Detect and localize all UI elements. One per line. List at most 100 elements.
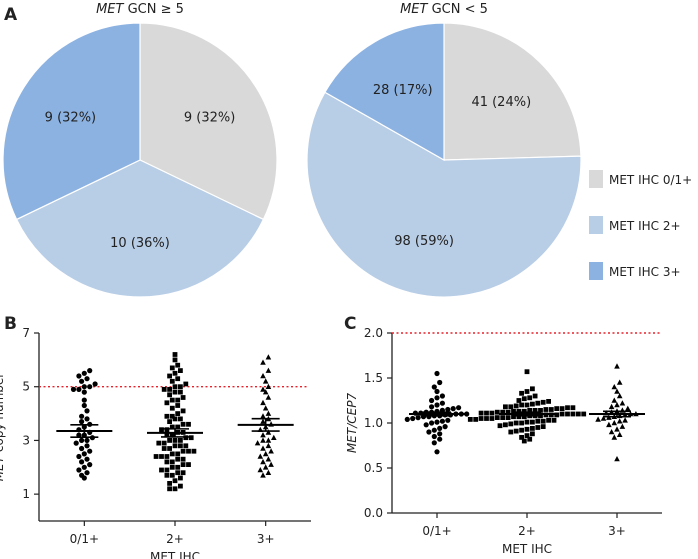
data-point-3 bbox=[614, 426, 620, 432]
data-point-2 bbox=[538, 408, 543, 413]
data-point-2 bbox=[175, 456, 181, 462]
data-point-2 bbox=[191, 448, 197, 454]
scatter-chart-met-copy-number: 1 3 5 7 0/1+ 2+ 3+ MET IHC MET copy number bbox=[0, 326, 311, 559]
data-point-0-1 bbox=[431, 440, 437, 446]
data-point-2 bbox=[489, 410, 495, 416]
data-point-3 bbox=[619, 400, 626, 406]
data-point-0-1 bbox=[81, 451, 87, 457]
data-point-2 bbox=[516, 414, 522, 420]
data-point-3 bbox=[265, 367, 272, 373]
pie-slice-met-ihc-0-1 bbox=[139, 22, 278, 221]
data-point-2 bbox=[535, 425, 541, 430]
data-point-3 bbox=[614, 363, 620, 369]
data-point-2 bbox=[548, 407, 554, 412]
data-point-3 bbox=[265, 429, 272, 435]
data-point-2 bbox=[175, 362, 181, 368]
x-tick-label-0-1: 0/1+ bbox=[70, 532, 99, 546]
x-tick-label-0-1: 0/1+ bbox=[422, 524, 451, 538]
data-point-2 bbox=[508, 421, 514, 427]
panel-label-c: C bbox=[344, 314, 356, 334]
data-point-2 bbox=[575, 411, 581, 417]
data-point-0-1 bbox=[437, 379, 443, 386]
pie-slice-met-ihc-2 bbox=[15, 159, 265, 298]
data-point-0-1 bbox=[429, 420, 435, 426]
data-point-2 bbox=[164, 400, 170, 406]
data-point-0-1 bbox=[439, 418, 445, 424]
pie-legend: MET IHC 0/1+ MET IHC 2+ MET IHC 3+ bbox=[589, 170, 692, 280]
data-point-2 bbox=[508, 429, 514, 435]
data-point-2 bbox=[524, 402, 530, 408]
data-point-2 bbox=[511, 408, 516, 414]
data-point-2 bbox=[169, 413, 175, 419]
data-point-3 bbox=[260, 458, 266, 465]
data-point-2 bbox=[175, 403, 181, 408]
y-axis-title: MET/CEP7 bbox=[345, 393, 359, 454]
legend-label-met-ihc-2: MET IHC 2+ bbox=[609, 219, 681, 233]
data-point-2 bbox=[169, 464, 175, 470]
data-point-0-1 bbox=[84, 443, 90, 449]
data-point-2 bbox=[546, 399, 551, 404]
data-point-2 bbox=[530, 386, 535, 392]
data-point-2 bbox=[178, 389, 183, 395]
data-point-3 bbox=[268, 461, 274, 467]
data-point-2 bbox=[159, 467, 164, 473]
data-point-2 bbox=[524, 426, 530, 432]
data-point-2 bbox=[535, 400, 541, 406]
data-point-2 bbox=[159, 454, 164, 459]
data-point-0-1 bbox=[434, 370, 440, 377]
data-point-2 bbox=[175, 470, 181, 476]
data-point-2 bbox=[543, 407, 549, 412]
data-point-3 bbox=[608, 403, 615, 410]
data-point-3 bbox=[611, 420, 618, 426]
data-point-0-1 bbox=[434, 449, 440, 455]
data-point-0-1 bbox=[431, 433, 437, 440]
data-point-0-1 bbox=[431, 384, 437, 390]
data-point-2 bbox=[172, 384, 178, 390]
x-axis-title: MET IHC bbox=[150, 550, 200, 559]
legend-swatch-met-ihc-0-1 bbox=[589, 170, 603, 188]
data-point-0-1 bbox=[79, 419, 85, 425]
y-axis-title-italic: MET bbox=[0, 454, 6, 481]
y-axis-title: MET copy number bbox=[0, 373, 6, 481]
data-point-0-1 bbox=[434, 388, 440, 395]
data-point-2 bbox=[164, 459, 170, 465]
data-point-0-1 bbox=[434, 395, 440, 401]
data-point-2 bbox=[519, 435, 524, 440]
data-point-2 bbox=[527, 408, 533, 413]
data-point-3 bbox=[260, 373, 266, 379]
legend-swatch-met-ihc-2 bbox=[589, 216, 603, 234]
data-point-2 bbox=[521, 438, 527, 444]
y-axis-title-text: copy number bbox=[0, 373, 6, 456]
data-point-2 bbox=[467, 417, 473, 422]
data-point-3 bbox=[611, 384, 618, 390]
data-point-2 bbox=[519, 390, 524, 396]
data-point-0-1 bbox=[445, 417, 451, 423]
data-point-2 bbox=[164, 432, 170, 438]
data-point-2 bbox=[530, 419, 535, 425]
y-tick-label: 1 bbox=[22, 487, 30, 501]
data-point-2 bbox=[169, 424, 175, 430]
data-point-2 bbox=[178, 483, 183, 489]
data-point-2 bbox=[511, 414, 516, 420]
data-point-2 bbox=[169, 378, 175, 384]
pie-label-met-ihc-0-1: 41 (24%) bbox=[471, 95, 531, 110]
data-point-0-1 bbox=[76, 373, 82, 379]
data-point-0-1 bbox=[76, 453, 82, 460]
data-point-3 bbox=[271, 434, 277, 440]
data-point-2 bbox=[513, 428, 519, 434]
data-point-2 bbox=[175, 411, 181, 416]
data-point-2 bbox=[172, 389, 178, 395]
y-tick-label: 3 bbox=[22, 433, 30, 447]
data-point-2 bbox=[172, 416, 178, 422]
panel-label-a: A bbox=[4, 5, 18, 25]
data-point-2 bbox=[167, 446, 172, 451]
data-point-2 bbox=[521, 408, 527, 414]
data-point-2 bbox=[540, 424, 546, 429]
data-point-3 bbox=[616, 393, 623, 399]
data-point-3 bbox=[262, 378, 269, 384]
data-point-2 bbox=[175, 397, 181, 403]
data-point-0-1 bbox=[81, 464, 87, 470]
data-point-2 bbox=[500, 409, 506, 415]
data-point-2 bbox=[161, 440, 167, 446]
y-tick-label: 1.5 bbox=[364, 371, 383, 385]
